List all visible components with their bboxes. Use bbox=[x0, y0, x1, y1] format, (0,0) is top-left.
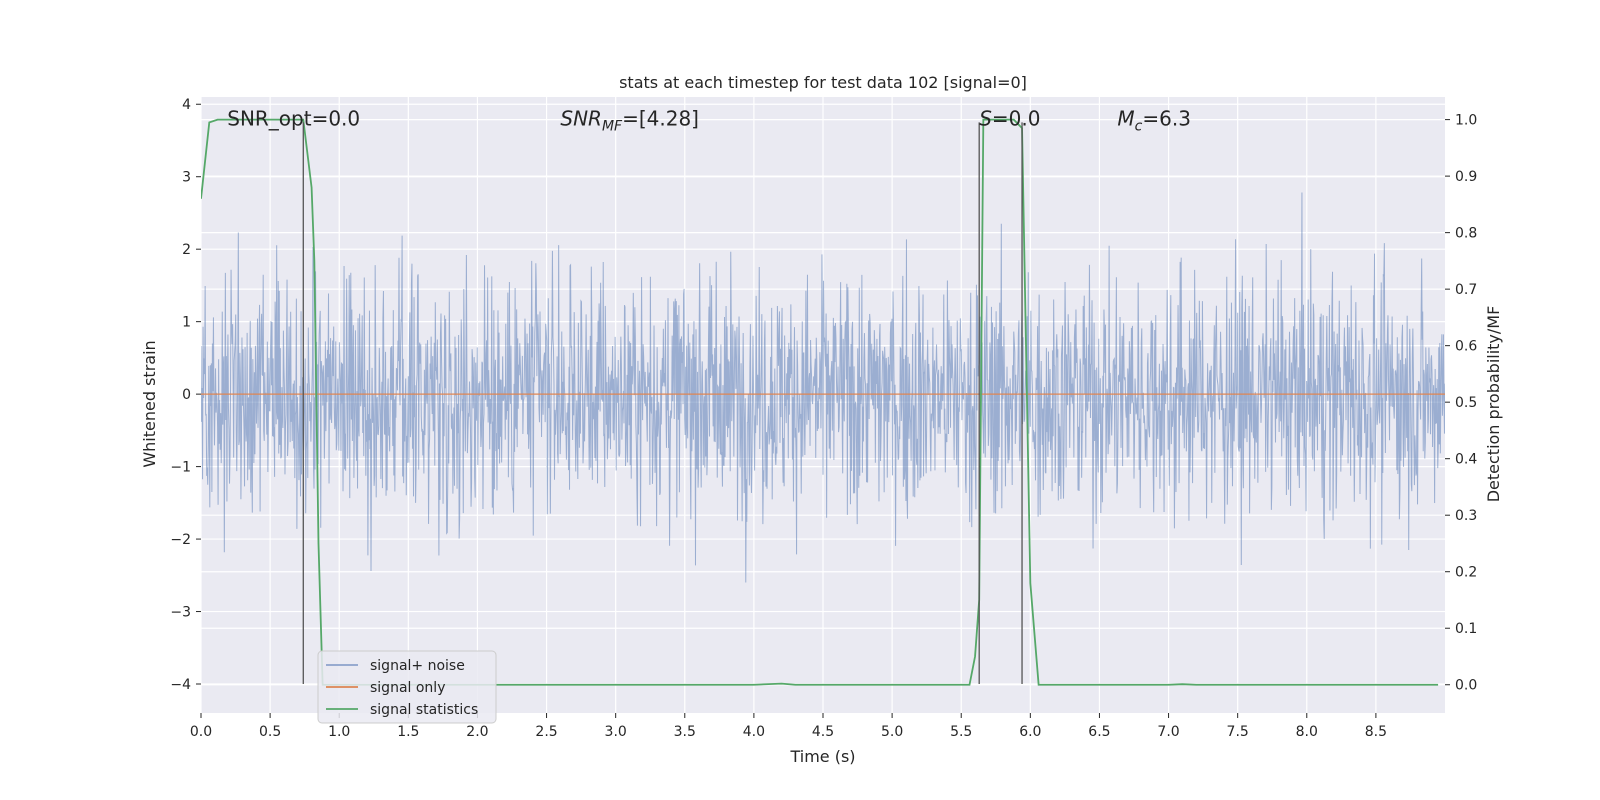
x-tick-label: 0.5 bbox=[259, 724, 281, 740]
y-tick-label-left: 2 bbox=[182, 242, 191, 258]
y-tick-label-left: 0 bbox=[182, 387, 191, 403]
y-tick-label-left: −4 bbox=[170, 677, 191, 693]
x-tick-label: 2.0 bbox=[466, 724, 488, 740]
x-tick-label: 5.0 bbox=[881, 724, 903, 740]
vertical-markers bbox=[302, 122, 1023, 685]
x-tick-label: 8.5 bbox=[1365, 724, 1387, 740]
series-signal-noise bbox=[201, 192, 1445, 583]
annotations: SNR_opt=0.0 SNRMF=[4.28] S=0.0 Mc=6.3 bbox=[227, 107, 1191, 135]
x-axis-label: Time (s) bbox=[789, 747, 855, 766]
x-tick-label: 3.0 bbox=[605, 724, 627, 740]
x-tick-label: 8.0 bbox=[1296, 724, 1318, 740]
legend-label: signal only bbox=[370, 680, 445, 696]
y-tick-label-right: 0.8 bbox=[1455, 226, 1477, 242]
y-axis-label-right: Detection probability/MF bbox=[1484, 306, 1503, 503]
y-tick-label-right: 0.5 bbox=[1455, 395, 1477, 411]
y-tick-label-right: 0.3 bbox=[1455, 508, 1477, 524]
annotation-mc: Mc=6.3 bbox=[1117, 107, 1191, 135]
legend-label: signal statistics bbox=[370, 702, 478, 718]
x-tick-label: 4.5 bbox=[812, 724, 834, 740]
chart-title: stats at each timestep for test data 102… bbox=[619, 73, 1027, 92]
x-tick-label: 3.5 bbox=[674, 724, 696, 740]
annotation-snr-opt: SNR_opt=0.0 bbox=[227, 107, 360, 131]
annotation-s-stat: S=0.0 bbox=[979, 107, 1040, 131]
y-tick-label-left: 1 bbox=[182, 315, 191, 331]
series-line-signal-statistics bbox=[201, 118, 1439, 686]
x-tick-label: 2.5 bbox=[535, 724, 557, 740]
legend-box bbox=[317, 650, 497, 724]
y-tick-label-right: 0.7 bbox=[1455, 282, 1477, 298]
x-tick-label: 1.5 bbox=[397, 724, 419, 740]
x-tick-label: 6.0 bbox=[1019, 724, 1041, 740]
y-tick-label-left: 3 bbox=[182, 170, 191, 186]
x-tick-label: 4.0 bbox=[743, 724, 765, 740]
x-tick-label: 7.0 bbox=[1157, 724, 1179, 740]
y-tick-label-left: −1 bbox=[170, 460, 191, 476]
x-tick-label: 5.5 bbox=[950, 724, 972, 740]
x-tick-label: 7.5 bbox=[1227, 724, 1249, 740]
y-tick-label-right: 0.9 bbox=[1455, 169, 1477, 185]
y-tick-label-right: 1.0 bbox=[1455, 113, 1477, 129]
x-tick-label: 6.5 bbox=[1088, 724, 1110, 740]
y-tick-label-left: −2 bbox=[170, 532, 191, 548]
y-tick-label-left: 4 bbox=[182, 97, 191, 113]
axes: 0.0 0.5 1.0 1.5 2.0 2.5 3.0 3.5 4.0 4.5 5.0 5.5 6.0 6… bbox=[170, 97, 1477, 740]
y-axis-label-left: Whitened strain bbox=[140, 340, 159, 467]
y-tick-label-left: −3 bbox=[170, 605, 191, 621]
x-tick-label: 1.0 bbox=[328, 724, 350, 740]
y-tick-label-right: 0.2 bbox=[1455, 565, 1477, 581]
legend-label: signal+ noise bbox=[370, 658, 465, 674]
y-tick-label-right: 0.6 bbox=[1455, 339, 1477, 355]
annotation-snr-mf: SNRMF=[4.28] bbox=[560, 107, 699, 135]
y-tick-label-right: 0.1 bbox=[1455, 621, 1477, 637]
legend: signal+ noise signal only signal statistic… bbox=[317, 650, 497, 724]
chart-text: stats at each timestep for test data 102… bbox=[140, 73, 1503, 766]
series-layer bbox=[201, 118, 1445, 686]
y-tick-label-right: 0.4 bbox=[1455, 452, 1477, 468]
series-line-signal-noise bbox=[201, 192, 1445, 583]
y-tick-label-right: 0.0 bbox=[1455, 678, 1477, 694]
x-tick-label: 0.0 bbox=[190, 724, 212, 740]
